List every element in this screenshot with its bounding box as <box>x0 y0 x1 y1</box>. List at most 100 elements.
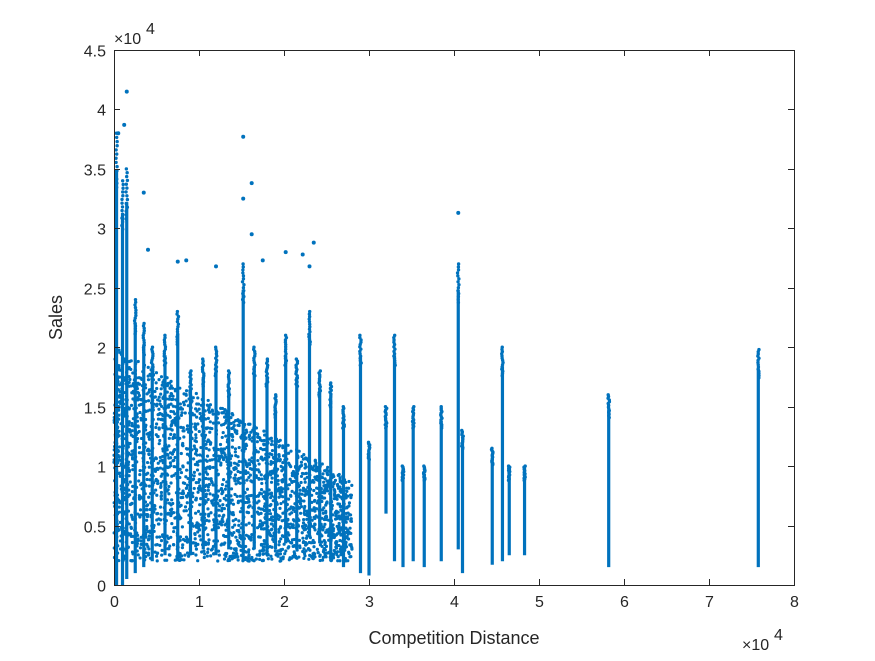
data-point <box>160 383 164 387</box>
data-point <box>259 492 264 496</box>
y-tick-label: 0 <box>97 579 106 596</box>
data-point <box>114 173 118 177</box>
data-point <box>128 480 132 484</box>
data-point <box>137 479 141 483</box>
data-point <box>230 498 234 502</box>
data-point <box>214 264 218 269</box>
data-point <box>124 167 129 171</box>
data-point <box>337 472 341 477</box>
data-point <box>232 423 236 428</box>
data-point <box>200 550 204 554</box>
data-point <box>316 551 320 555</box>
data-point <box>142 321 146 326</box>
data-point <box>237 519 241 523</box>
data-point <box>250 533 254 537</box>
data-point <box>303 477 307 481</box>
data-point <box>155 535 159 539</box>
data-point <box>276 514 281 518</box>
data-point <box>233 523 237 527</box>
x-tick-label: 7 <box>705 594 714 611</box>
data-point <box>171 410 176 414</box>
data-point <box>137 382 142 386</box>
data-point <box>300 524 305 528</box>
data-point <box>277 543 281 547</box>
data-point <box>335 550 340 554</box>
data-point <box>241 271 245 275</box>
data-point <box>247 462 251 466</box>
data-point <box>307 319 312 324</box>
data-point <box>211 421 216 425</box>
data-point <box>217 508 221 512</box>
data-point <box>315 491 319 496</box>
data-point <box>154 554 159 558</box>
data-point <box>139 539 143 543</box>
data-point <box>297 555 301 559</box>
data-point <box>456 210 461 215</box>
data-point <box>146 247 150 252</box>
data-point <box>314 463 318 467</box>
data-point <box>456 300 461 305</box>
data-point <box>205 454 210 458</box>
data-point <box>207 410 212 414</box>
data-point <box>232 476 236 480</box>
data-point <box>181 492 185 496</box>
data-point <box>222 513 226 517</box>
data-point <box>324 503 328 507</box>
data-point <box>257 493 261 497</box>
data-point <box>293 552 297 556</box>
data-point <box>349 495 353 500</box>
data-point <box>194 407 198 411</box>
data-point <box>245 487 250 491</box>
x-tick-label: 2 <box>280 594 289 611</box>
data-point <box>223 453 227 457</box>
data-point <box>154 488 158 492</box>
data-point <box>307 327 312 331</box>
data-point <box>142 328 146 333</box>
data-column <box>392 333 397 562</box>
data-column <box>149 345 155 562</box>
data-point <box>178 467 182 471</box>
data-point <box>456 280 460 284</box>
data-point <box>341 404 345 409</box>
data-column <box>455 262 461 550</box>
data-point <box>125 197 130 202</box>
data-point <box>206 438 210 442</box>
data-point <box>167 484 171 489</box>
data-point <box>506 464 511 468</box>
data-column <box>226 369 232 550</box>
data-point <box>118 390 122 394</box>
data-point <box>127 469 132 473</box>
data-point <box>331 535 335 539</box>
data-point <box>298 511 303 515</box>
data-point <box>455 271 460 275</box>
data-point <box>230 445 235 449</box>
data-point <box>167 436 171 440</box>
data-point <box>129 558 133 563</box>
data-point <box>147 452 151 457</box>
data-point <box>183 553 187 557</box>
data-point <box>224 419 228 423</box>
data-point <box>181 441 185 446</box>
data-point <box>312 545 316 549</box>
data-point <box>270 557 274 561</box>
x-multiplier-exponent: 4 <box>774 627 783 644</box>
data-column <box>500 345 505 562</box>
data-point <box>325 551 329 555</box>
data-point <box>286 546 290 550</box>
data-point <box>308 309 312 314</box>
data-point <box>125 186 129 190</box>
data-point <box>139 483 143 487</box>
data-point <box>168 394 172 398</box>
data-point <box>124 182 129 186</box>
data-point <box>127 375 131 379</box>
data-point <box>334 540 338 544</box>
data-point <box>269 528 273 532</box>
data-point <box>209 554 213 558</box>
data-point <box>226 369 231 373</box>
data-point <box>325 486 329 490</box>
data-point <box>114 160 118 165</box>
data-point <box>192 486 196 491</box>
data-point <box>167 465 171 469</box>
data-point <box>321 528 325 532</box>
data-point <box>131 468 135 472</box>
